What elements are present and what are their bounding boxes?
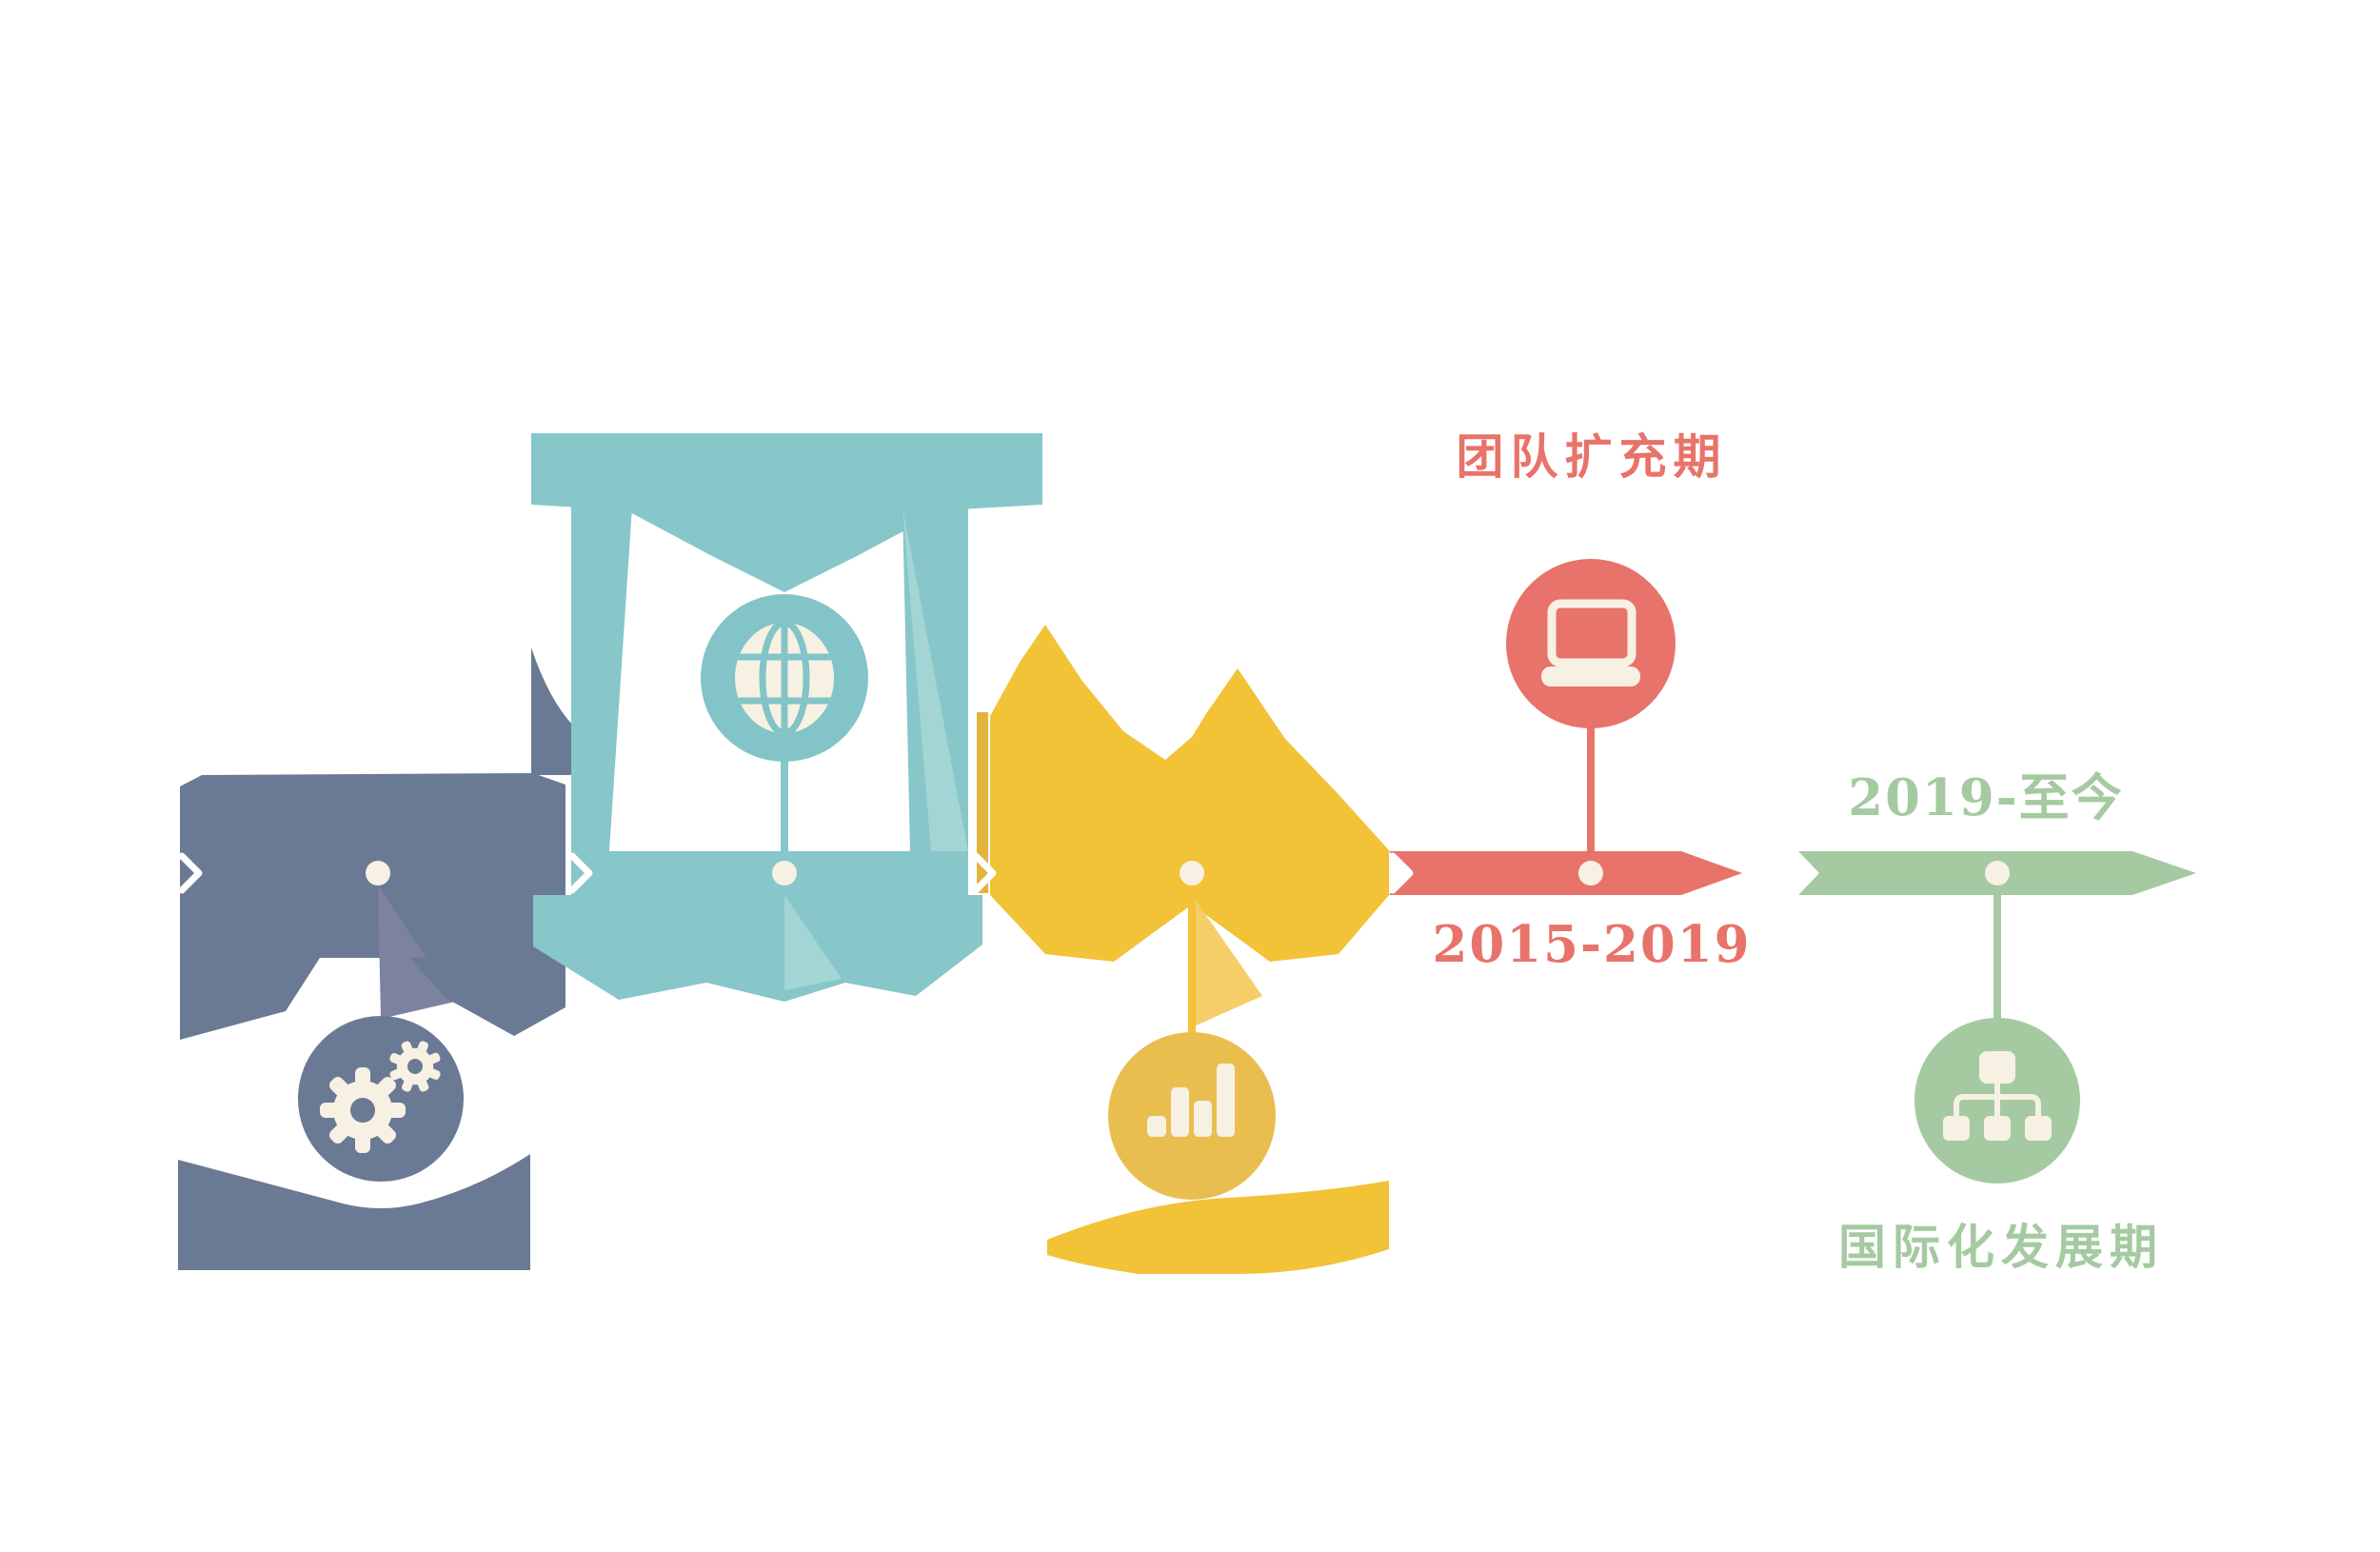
stage-4-node xyxy=(1578,861,1603,885)
timeline-nodes xyxy=(366,861,2010,885)
stage-2-left-leg xyxy=(571,507,632,851)
stage-5-shape xyxy=(1798,851,2196,1184)
stage-3-icon-circle xyxy=(1108,1032,1276,1200)
stage-1-bottom-wedge xyxy=(178,1154,530,1270)
stage5-period-label: 2019-至今 xyxy=(1848,768,2124,827)
globe-icon xyxy=(735,623,834,733)
stage-1-shape xyxy=(178,647,579,1270)
start-chevron-icon xyxy=(178,852,203,894)
junction-chevron-icon xyxy=(568,852,593,894)
stage-1-lower-right-wing xyxy=(409,958,565,1036)
junction-chevrons xyxy=(178,852,1414,894)
stage-1-lower-left-wing xyxy=(180,958,320,1040)
stage-3-stem xyxy=(1188,895,1196,1038)
junction-chevron-icon xyxy=(1389,852,1414,894)
bar-chart-icon xyxy=(1147,1064,1235,1137)
stage-1-fold-sliver xyxy=(531,647,579,775)
stage-4-icon-circle xyxy=(1506,559,1676,728)
stage-4-band-arrow xyxy=(1389,851,1742,895)
stage-2-top-bridge xyxy=(531,433,1042,592)
stage-1-node xyxy=(366,861,390,885)
stage-3-node xyxy=(1180,861,1204,885)
stage4-title-label: 团队扩充期 xyxy=(1456,429,1728,485)
stage-2-stem xyxy=(781,733,788,863)
stage-2-light-facet xyxy=(784,895,842,990)
stage-2-shape xyxy=(531,433,1042,1002)
stage-3-shape xyxy=(977,625,1389,1274)
stage-5-node xyxy=(1985,861,2010,885)
org-chart-icon xyxy=(1943,1051,2052,1141)
stage-4-shape xyxy=(1389,559,1742,895)
gears-icon xyxy=(320,1041,441,1153)
stage-2-node xyxy=(772,861,797,885)
stage-3-light-facet xyxy=(1192,895,1262,1026)
stage-3-bottom-wedge xyxy=(1047,1181,1389,1274)
stage-2-right-leg-facet xyxy=(902,507,968,851)
stage-5-stem xyxy=(1993,893,2001,1023)
stage-2-lower-bowtie xyxy=(533,895,982,1002)
stage-2-band xyxy=(571,851,968,895)
stage-4-stem xyxy=(1587,724,1595,859)
stage-3-main-bowtie xyxy=(990,625,1389,962)
stage4-period-label: 2015-2019 xyxy=(1432,915,1752,974)
junction-chevron-icon xyxy=(972,852,997,894)
stage5-title-label: 国际化发展期 xyxy=(1838,1220,2164,1275)
stage-3-fold-sliver xyxy=(977,712,988,893)
laptop-icon xyxy=(1541,599,1640,686)
